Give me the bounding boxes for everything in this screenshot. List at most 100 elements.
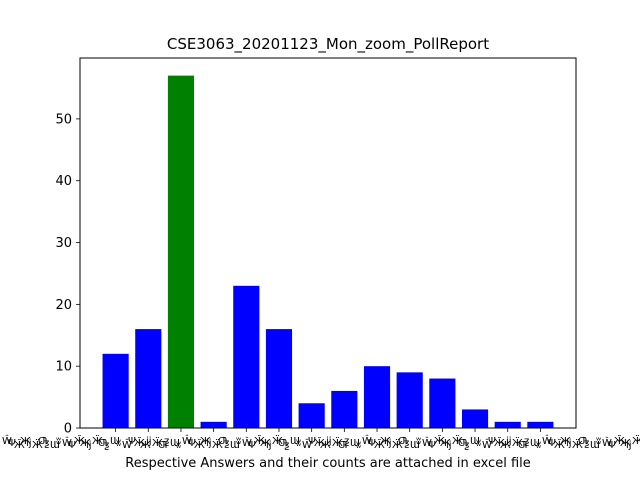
plot-frame <box>79 57 577 429</box>
bar-4 <box>200 421 227 428</box>
x-category-glyph: Ψ <box>188 438 196 449</box>
x-category-glyph: Ӝ <box>152 436 163 449</box>
x-category-glyph: Ж <box>260 438 271 449</box>
x-axis-label: Respective Answers and their counts are … <box>125 456 531 471</box>
x-category-glyph: Ж <box>620 438 631 449</box>
x-category-glyph: ƺ <box>44 438 49 449</box>
x-category-glyph: Ж <box>500 440 511 451</box>
bar-7 <box>298 403 325 428</box>
x-category-glyph: Ƣ <box>398 436 408 447</box>
bar-6 <box>265 329 293 428</box>
x-category-glyph: Ӂ <box>374 438 385 451</box>
x-category-glyph: Ӝ <box>572 438 583 451</box>
x-category-glyph: ʬ <box>236 436 241 447</box>
x-category-glyph: ĳ <box>146 436 152 447</box>
x-category-glyph: Ŵ <box>2 434 12 447</box>
x-category-glyph: Ӂ <box>194 438 205 451</box>
x-category-glyph: ƺ <box>284 440 289 451</box>
x-category-glyph: Ɯ <box>170 438 180 449</box>
x-category-glyph: Ɯ <box>410 440 420 451</box>
x-category-glyph: Ψ <box>8 438 16 449</box>
x-category-glyph: ĳ <box>266 440 272 451</box>
x-category-glyph: Ψ <box>308 436 316 447</box>
chart-title: CSE3063_20201123_Mon_zoom_PollReport <box>167 35 489 54</box>
x-category-glyph: Ψ <box>68 440 76 451</box>
bar-8 <box>331 390 358 428</box>
x-category-glyph: ƺ <box>104 440 109 451</box>
x-category-glyph: ĳ <box>566 438 572 449</box>
x-category-glyph: Ƣ <box>578 436 588 447</box>
x-category-glyph: Ӝ <box>92 434 103 447</box>
x-category-glyph: Ӝ <box>272 434 283 447</box>
x-category-glyph: Ɯ <box>230 440 240 451</box>
x-category-glyph: Ӂ <box>614 434 625 447</box>
x-category-glyph: Ŵ <box>602 436 612 449</box>
x-category-glyph: Ψ <box>128 436 136 447</box>
x-category-glyph: ĳ <box>86 440 92 451</box>
x-category-glyph: Ƣ <box>518 440 528 451</box>
x-category-glyph: Ƣ <box>338 440 348 451</box>
x-category-glyph: Ɯ <box>470 436 480 447</box>
x-category-glyph: Ж <box>440 438 451 449</box>
x-category-glyph: ƺ <box>344 436 349 447</box>
x-category-glyph: ĳ <box>506 436 512 447</box>
bar-14 <box>527 421 554 428</box>
x-category-glyph: ʬ <box>176 440 181 451</box>
y-tick-label: 50 <box>55 112 72 127</box>
x-category-glyph: Ψ <box>548 438 556 449</box>
x-category-glyph: Ɯ <box>290 436 300 447</box>
x-category-glyph: Ŵ <box>302 438 312 451</box>
x-category-glyph: ƺ <box>224 438 229 449</box>
x-category-glyph: Ψ <box>608 440 616 451</box>
x-category-glyph: Ψ <box>368 438 376 449</box>
x-category-glyph: Ƣ <box>158 440 168 451</box>
x-category-glyph: Ŵ <box>542 434 552 447</box>
x-category-glyph: ĳ <box>386 438 392 449</box>
x-category-glyph: ƺ <box>524 436 529 447</box>
x-category-glyph: ƺ <box>464 440 469 451</box>
x-category-glyph: Ӂ <box>134 436 145 449</box>
x-category-glyph: Ψ <box>248 440 256 451</box>
x-category-glyph: Ɯ <box>530 438 540 449</box>
x-category-glyph: Ψ <box>428 440 436 451</box>
x-category-glyph: Ж <box>200 436 211 447</box>
bar-1 <box>102 353 129 428</box>
x-category-glyph: Ƣ <box>98 438 108 449</box>
bar-2 <box>135 329 162 428</box>
x-category-glyph: ƺ <box>164 436 169 447</box>
x-category-glyph: ʬ <box>296 438 301 449</box>
x-category-glyph: ĳ <box>206 438 212 449</box>
x-category-glyph: Ӂ <box>254 434 265 447</box>
x-category-glyph: Ж <box>380 436 391 447</box>
x-category-glyph: ʬ <box>116 438 121 449</box>
x-category-glyph: ĳ <box>446 440 452 451</box>
y-tick-label: 10 <box>55 360 72 375</box>
x-category-glyph: ĳ <box>326 436 332 447</box>
bar-12 <box>461 409 489 428</box>
x-category-glyph: Ж <box>560 436 571 447</box>
x-category-glyph: Ŵ <box>362 434 372 447</box>
bars-group <box>102 75 554 432</box>
x-category-glyph: ƺ <box>584 438 589 449</box>
x-category-glyph: Ӝ <box>512 436 523 449</box>
x-category-glyph: ʬ <box>536 440 541 451</box>
x-category-glyph: Ӂ <box>554 438 565 451</box>
bar-10 <box>396 372 423 428</box>
bar-11 <box>429 378 456 428</box>
x-category-glyph: Ƣ <box>218 436 228 447</box>
x-category-glyph: Ӝ <box>632 434 640 447</box>
x-category-glyph: Ɯ <box>110 436 120 447</box>
x-category-glyph: Ж <box>20 436 31 447</box>
x-category-glyph: Ψ <box>488 436 496 447</box>
x-category-glyph: Ӝ <box>32 438 43 451</box>
x-category-glyph: Ɯ <box>50 440 60 451</box>
y-tick-label: 40 <box>55 174 72 189</box>
y-tick-label: 0 <box>64 422 72 437</box>
y-tick-label: 20 <box>55 298 72 313</box>
x-category-glyph: Ӝ <box>212 438 223 451</box>
x-category-glyph: Ŵ <box>482 438 492 451</box>
x-category-glyph: ĳ <box>26 438 32 449</box>
x-category-glyph: Ж <box>140 440 151 451</box>
